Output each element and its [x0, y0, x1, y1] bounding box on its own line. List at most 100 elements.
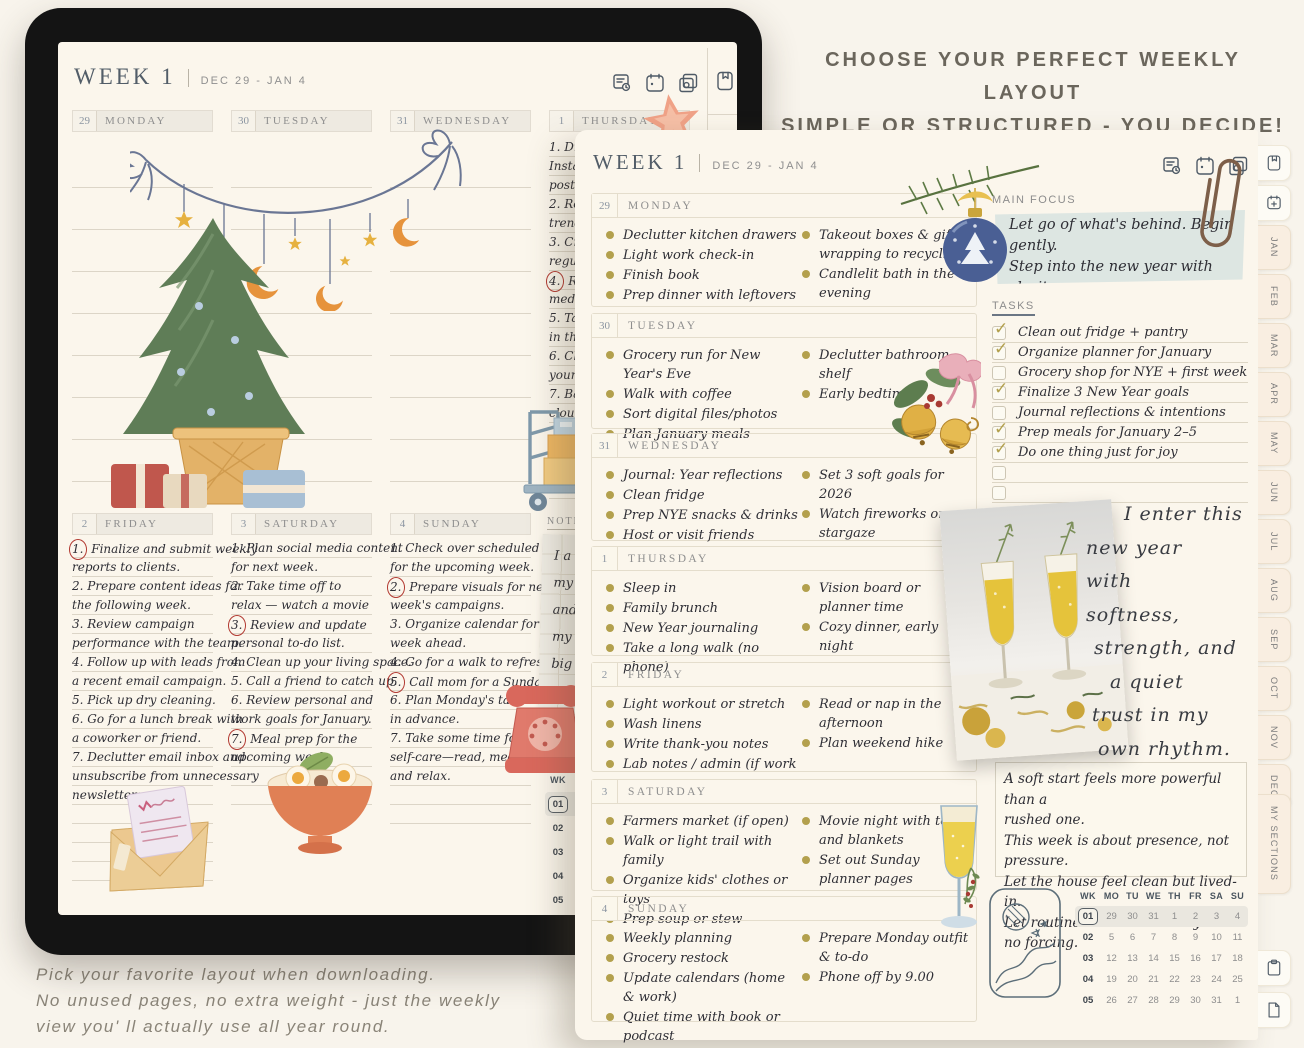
task-row[interactable]: ✓ Prep meals for January 2–5: [992, 420, 1248, 443]
handwritten-line: 6. Go for a lunch break with: [72, 710, 243, 729]
sunday-list: 1. Check over scheduled posts for the upc…: [387, 539, 582, 786]
bookmark-icon[interactable]: [714, 70, 736, 92]
day-header-friday: 2 FRIDAY: [72, 513, 213, 535]
week-date-range: DEC 29 - JAN 4: [200, 75, 307, 87]
bullet-dot: [606, 271, 614, 279]
day-header-saturday: 3 SATURDAY: [231, 513, 372, 535]
handwritten-line: 2. Prepare content ideas for: [72, 577, 243, 596]
bullet-dot: [802, 270, 810, 278]
bullet-dot: [802, 584, 810, 592]
day-items-col2: Movie night with tea and blankets Set out…: [802, 812, 974, 890]
day-number: 3: [232, 514, 256, 534]
day-items-col2: Prepare Monday outfit & to-do Phone off b…: [802, 929, 974, 988]
clipboard-tab[interactable]: [1258, 950, 1291, 986]
month-tab[interactable]: JAN: [1258, 225, 1291, 270]
headline-line1: CHOOSE YOUR PERFECT WEEKLY LAYOUT: [825, 49, 1241, 104]
day-name: THURSDAY: [582, 115, 659, 127]
note-line: A soft start feels more powerful than a: [1004, 771, 1222, 808]
checkbox[interactable]: [992, 386, 1006, 400]
checkbox[interactable]: [992, 366, 1006, 380]
planner-item: Prep NYE snacks & drinks: [606, 506, 798, 525]
month-tab[interactable]: SEP: [1258, 617, 1291, 662]
planner-item: Set 3 soft goals for 2026: [802, 466, 974, 504]
month-tab[interactable]: OCT: [1258, 666, 1291, 711]
day-name: THURSDAY: [628, 552, 709, 565]
handwritten-line: 3. Review and update: [228, 615, 372, 636]
reminders-icon[interactable]: [1161, 155, 1183, 177]
planner-item: Plan weekend hike: [802, 734, 974, 753]
mini-cal-row[interactable]: 02 5 6 7 8 9 10 11: [1082, 932, 1243, 943]
checkbox[interactable]: [992, 346, 1006, 360]
planner-item: Journal: Year reflections: [606, 466, 798, 485]
task-row[interactable]: ✓ Clean out fridge + pantry: [992, 320, 1248, 343]
export-tab[interactable]: [1258, 992, 1291, 1028]
task-row[interactable]: ✓Journal reflections & intentions: [992, 403, 1248, 423]
day-block-saturday: 3 SATURDAY Farmers market (if open) Walk o…: [591, 779, 977, 927]
checkbox[interactable]: [992, 426, 1006, 440]
month-tab[interactable]: APR: [1258, 372, 1291, 417]
calendar-day-icon[interactable]: [1194, 155, 1216, 177]
month-tab[interactable]: NOV: [1258, 715, 1291, 760]
mini-cal-row[interactable]: 04 19 20 21 22 23 24 25: [1082, 974, 1243, 985]
task-row[interactable]: ✓: [992, 463, 1248, 483]
planner-item: Grocery restock: [606, 949, 798, 968]
month-tab[interactable]: JUN: [1258, 470, 1291, 515]
calendar-day-icon[interactable]: [644, 72, 666, 94]
planner-item: Declutter kitchen drawers: [606, 226, 798, 245]
week-header: WEEK 1 DEC 29 - JAN 4: [593, 150, 819, 175]
task-row[interactable]: ✓Grocery shop for NYE + first week: [992, 363, 1248, 383]
month-tab[interactable]: AUG: [1258, 568, 1291, 613]
planner-item: New Year journaling: [606, 619, 798, 638]
day-number: 30: [232, 111, 256, 131]
month-tab[interactable]: JUL: [1258, 519, 1291, 564]
day-block-thursday: 1 THURSDAY Sleep in Family brunch New Year …: [591, 546, 977, 675]
checkbox[interactable]: [992, 326, 1006, 340]
photos-icon[interactable]: [1227, 155, 1249, 177]
planner-item: Write thank-you notes: [606, 735, 798, 754]
planner-item: Declutter bathroom shelf: [802, 346, 974, 384]
planner-item: Family brunch: [606, 599, 798, 618]
task-row[interactable]: ✓: [992, 483, 1248, 503]
photos-icon[interactable]: [677, 72, 699, 94]
day-name: SUNDAY: [628, 902, 690, 915]
day-items-col1: Sleep in Family brunch New Year journaling…: [606, 579, 798, 678]
month-tab[interactable]: MY SECTIONS: [1258, 794, 1291, 894]
day-name: TUESDAY: [264, 115, 330, 127]
bullet-dot: [606, 740, 614, 748]
bookmark-tab[interactable]: [1258, 145, 1291, 181]
month-tab[interactable]: FEB: [1258, 274, 1291, 319]
page-sheet: WEEK 1 DEC 29 - JAN 4 29 MONDAY Declutter …: [575, 130, 1258, 1044]
day-header: 3 SATURDAY: [592, 780, 976, 804]
mini-cal-row[interactable]: 05 26 27 28 29 30 31 1: [1082, 995, 1241, 1006]
handwritten-line: in advance.: [390, 710, 531, 729]
task-row[interactable]: ✓ Finalize 3 New Year goals: [992, 380, 1248, 403]
day-number: 30: [592, 314, 618, 337]
day-number: 31: [391, 111, 415, 131]
checkbox[interactable]: [992, 446, 1006, 460]
handwritten-line: 1. Check over scheduled posts: [390, 539, 575, 558]
task-row[interactable]: ✓ Organize planner for January: [992, 340, 1248, 363]
task-row[interactable]: ✓ Do one thing just for joy: [992, 440, 1248, 463]
month-tab[interactable]: MAR: [1258, 323, 1291, 368]
reminders-icon[interactable]: [611, 72, 633, 94]
planner-item: Farmers market (if open): [606, 812, 798, 831]
mini-cal-row[interactable]: 01 29 30 31 1 2 3 4: [1075, 906, 1248, 927]
bullet-dot: [606, 644, 614, 652]
footer-line3: view you' ll actually use all year round…: [36, 1017, 391, 1036]
bullet-dot: [606, 291, 614, 299]
mini-cal-rows: 01 29 30 31 1 2 3 4 02 5 6 7 8 9 10 11 03 12 13 14 15 16 17 18 0…: [1075, 906, 1248, 1011]
planner-item: Set out Sunday planner pages: [802, 851, 974, 889]
checkbox[interactable]: [992, 486, 1006, 500]
handwritten-line: upcoming week.: [231, 748, 372, 767]
handwritten-line: work goals for January.: [231, 710, 372, 729]
mini-cal-row[interactable]: 03 12 13 14 15 16 17 18: [1082, 953, 1243, 964]
month-tab[interactable]: MAY: [1258, 421, 1291, 466]
day-items-col1: Weekly planning Grocery restock Update cal…: [606, 929, 798, 1047]
planner-item: Quiet time with book or podcast: [606, 1008, 798, 1046]
handwritten-line: 1. Plan social media content: [231, 539, 403, 558]
handwritten-line: 6. Plan Monday's tasks: [390, 691, 531, 710]
checkbox[interactable]: [992, 406, 1006, 420]
day-header-thursday: 1 THURSDAY: [549, 110, 690, 132]
checkbox[interactable]: [992, 466, 1006, 480]
calendar-add-tab[interactable]: [1258, 185, 1291, 221]
